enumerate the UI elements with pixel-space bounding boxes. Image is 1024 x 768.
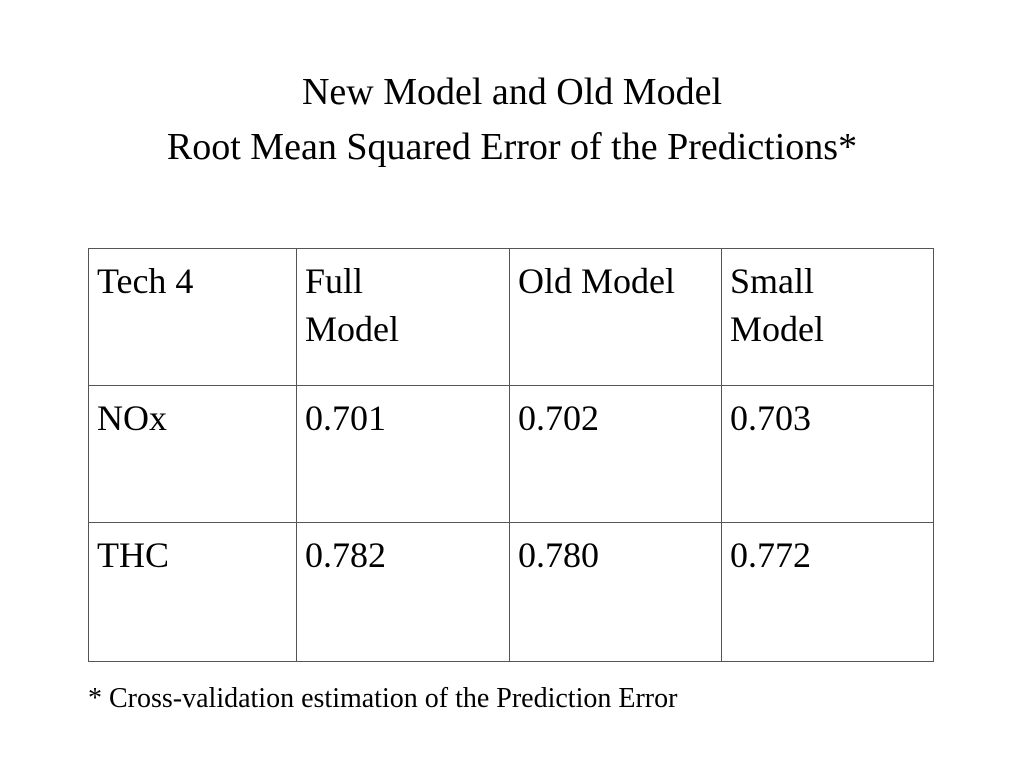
cell-text: 0.772 (730, 535, 811, 575)
table-cell: 0.703 (721, 385, 934, 523)
table-cell: THC (88, 522, 297, 662)
table-cell: 0.702 (509, 385, 722, 523)
cell-text: NOx (97, 398, 167, 438)
cell-text: THC (97, 535, 169, 575)
table-cell: Small Model (721, 248, 934, 386)
cell-text: 0.702 (518, 398, 599, 438)
title-line: New Model and Old Model (301, 71, 723, 113)
cell-text: Old Model (518, 261, 675, 301)
table-cell: Tech 4 (88, 248, 297, 386)
table-row: THC 0.782 0.780 0.772 (88, 522, 934, 662)
cell-text: 0.780 (518, 535, 599, 575)
cell-text: 0.701 (305, 398, 386, 438)
table-row: NOx 0.701 0.702 0.703 (88, 385, 934, 523)
table-cell: 0.782 (296, 522, 510, 662)
header-row: Tech 4 Full Model Old Model Small Model (88, 248, 934, 386)
table-cell: 0.772 (721, 522, 934, 662)
table-cell: Old Model (509, 248, 722, 386)
table-cell: 0.780 (509, 522, 722, 662)
table-cell: NOx (88, 385, 297, 523)
cell-text: 0.782 (305, 535, 386, 575)
footnote: * Cross-validation estimation of the Pre… (88, 683, 678, 714)
table: Tech 4 Full Model Old Model Small Model NOx 0… (88, 248, 934, 662)
cell-text: Small Model (730, 261, 824, 349)
table-cell: 0.701 (296, 385, 510, 523)
title-line: Root Mean Squared Error of the Predictio… (166, 126, 858, 168)
table-cell: Full Model (296, 248, 510, 386)
cell-text: 0.703 (730, 398, 811, 438)
cell-text: Tech 4 (97, 261, 194, 301)
cell-text: Full Model (305, 261, 399, 349)
